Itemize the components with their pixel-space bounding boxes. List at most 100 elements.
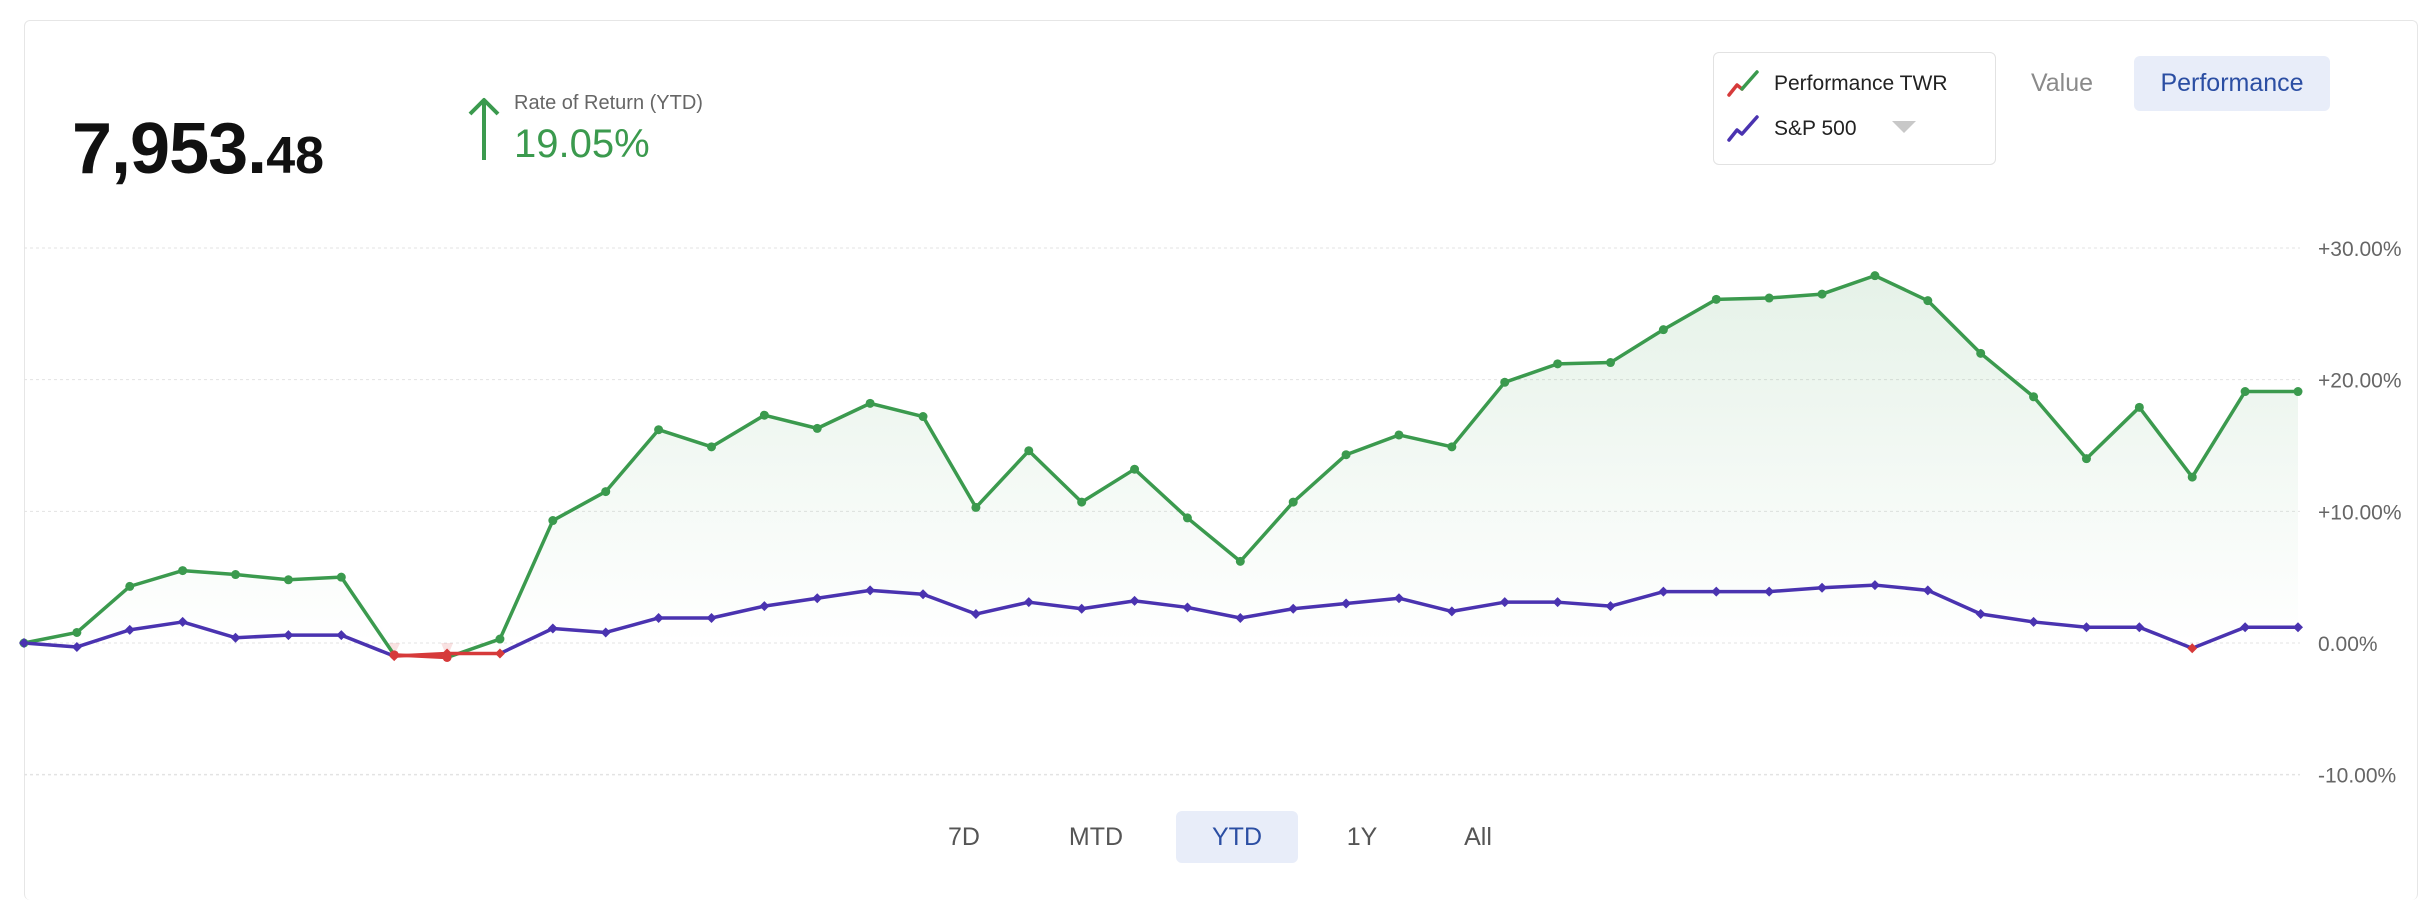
performance-point[interactable] [1341,450,1351,460]
performance-point[interactable] [1182,513,1192,523]
performance-point[interactable] [2240,387,2250,397]
chart-legend[interactable]: Performance TWR S&P 500 [1713,52,1996,165]
benchmark-line-segment [1291,601,1348,611]
benchmark-point[interactable] [1922,585,1933,596]
range-mtd-button[interactable]: MTD [1068,823,1124,851]
benchmark-point[interactable] [336,630,347,641]
benchmark-point[interactable] [1499,597,1510,608]
benchmark-point[interactable] [442,648,453,659]
performance-line-segment [233,572,291,582]
performance-point[interactable] [1870,271,1880,281]
performance-point[interactable] [2029,392,2039,402]
benchmark-point[interactable] [1552,597,1563,608]
performance-point[interactable] [1817,289,1827,299]
performance-point[interactable] [1658,325,1668,335]
performance-point[interactable] [1764,293,1774,303]
performance-point[interactable] [971,502,981,512]
benchmark-point[interactable] [1605,601,1616,612]
benchmark-point[interactable] [1975,609,1986,620]
performance-point[interactable] [2187,472,2197,482]
performance-point[interactable] [1077,497,1087,507]
performance-point[interactable] [1130,464,1140,474]
benchmark-point[interactable] [2293,622,2303,633]
benchmark-point[interactable] [759,601,770,612]
benchmark-point[interactable] [2028,616,2039,627]
benchmark-point[interactable] [1817,582,1828,593]
benchmark-point[interactable] [124,624,135,635]
benchmark-point[interactable] [1023,597,1034,608]
benchmark-point[interactable] [1341,598,1352,609]
performance-point[interactable] [759,410,769,420]
benchmark-point[interactable] [389,651,400,662]
benchmark-point[interactable] [706,612,717,623]
performance-point[interactable] [865,398,875,408]
benchmark-point[interactable] [1446,606,1457,617]
performance-point[interactable] [1606,358,1616,368]
benchmark-point[interactable] [230,632,241,643]
benchmark-point[interactable] [547,623,558,634]
performance-point[interactable] [812,423,822,433]
performance-point[interactable] [1235,556,1245,566]
performance-point[interactable] [2293,387,2303,397]
benchmark-point[interactable] [2081,622,2092,633]
performance-toggle-button[interactable]: Performance [2134,56,2330,111]
benchmark-point[interactable] [865,585,876,596]
legend-item-performance[interactable]: Performance TWR [1726,67,1948,101]
performance-point[interactable] [495,634,505,644]
performance-point[interactable] [1024,446,1034,456]
performance-point[interactable] [1394,430,1404,440]
benchmark-point[interactable] [970,609,981,620]
benchmark-point[interactable] [1288,603,1299,614]
range-all-button[interactable]: All [1464,823,1492,851]
benchmark-point[interactable] [177,616,188,627]
benchmark-point[interactable] [19,638,29,648]
benchmark-point[interactable] [1764,586,1775,597]
performance-point[interactable] [548,516,558,526]
performance-line-segment [815,401,872,431]
range-ytd-button[interactable]: YTD [1176,811,1298,863]
range-1y-button[interactable]: 1Y [1346,823,1378,851]
benchmark-line-segment [1397,596,1454,614]
benchmark-point[interactable] [283,630,294,641]
benchmark-point[interactable] [2240,622,2251,633]
benchmark-point[interactable] [1129,595,1140,606]
benchmark-point[interactable] [2187,643,2198,654]
chevron-down-icon[interactable] [1892,121,1916,133]
performance-point[interactable] [1500,377,1510,387]
benchmark-point[interactable] [494,648,505,659]
performance-point[interactable] [918,412,928,422]
range-7d-button[interactable]: 7D [948,823,980,851]
performance-point[interactable] [1553,359,1563,369]
benchmark-point[interactable] [1869,580,1880,591]
performance-point[interactable] [706,442,716,452]
performance-point[interactable] [283,575,293,585]
value-toggle-button[interactable]: Value [2030,69,2094,97]
benchmark-point[interactable] [918,589,929,600]
performance-point[interactable] [231,570,241,580]
benchmark-point[interactable] [1658,586,1669,597]
benchmark-point[interactable] [1393,593,1404,604]
benchmark-point[interactable] [1235,612,1246,623]
performance-point[interactable] [654,425,664,435]
performance-point[interactable] [1711,294,1721,304]
benchmark-point[interactable] [600,627,611,638]
benchmark-point[interactable] [2134,622,2145,633]
performance-point[interactable] [601,487,611,497]
performance-point[interactable] [336,572,346,582]
performance-point[interactable] [2081,454,2091,464]
performance-point[interactable] [1923,296,1933,306]
performance-point[interactable] [178,566,188,576]
benchmark-point[interactable] [653,612,664,623]
legend-item-benchmark[interactable]: S&P 500 [1726,112,1857,146]
benchmark-point[interactable] [812,593,823,604]
benchmark-point[interactable] [1182,602,1193,613]
benchmark-point[interactable] [71,641,82,652]
performance-point[interactable] [1447,442,1457,452]
performance-point[interactable] [1976,348,1986,358]
performance-point[interactable] [72,627,82,637]
performance-point[interactable] [2134,402,2144,412]
performance-point[interactable] [1288,497,1298,507]
benchmark-point[interactable] [1711,586,1722,597]
performance-point[interactable] [125,581,135,591]
benchmark-point[interactable] [1076,603,1087,614]
